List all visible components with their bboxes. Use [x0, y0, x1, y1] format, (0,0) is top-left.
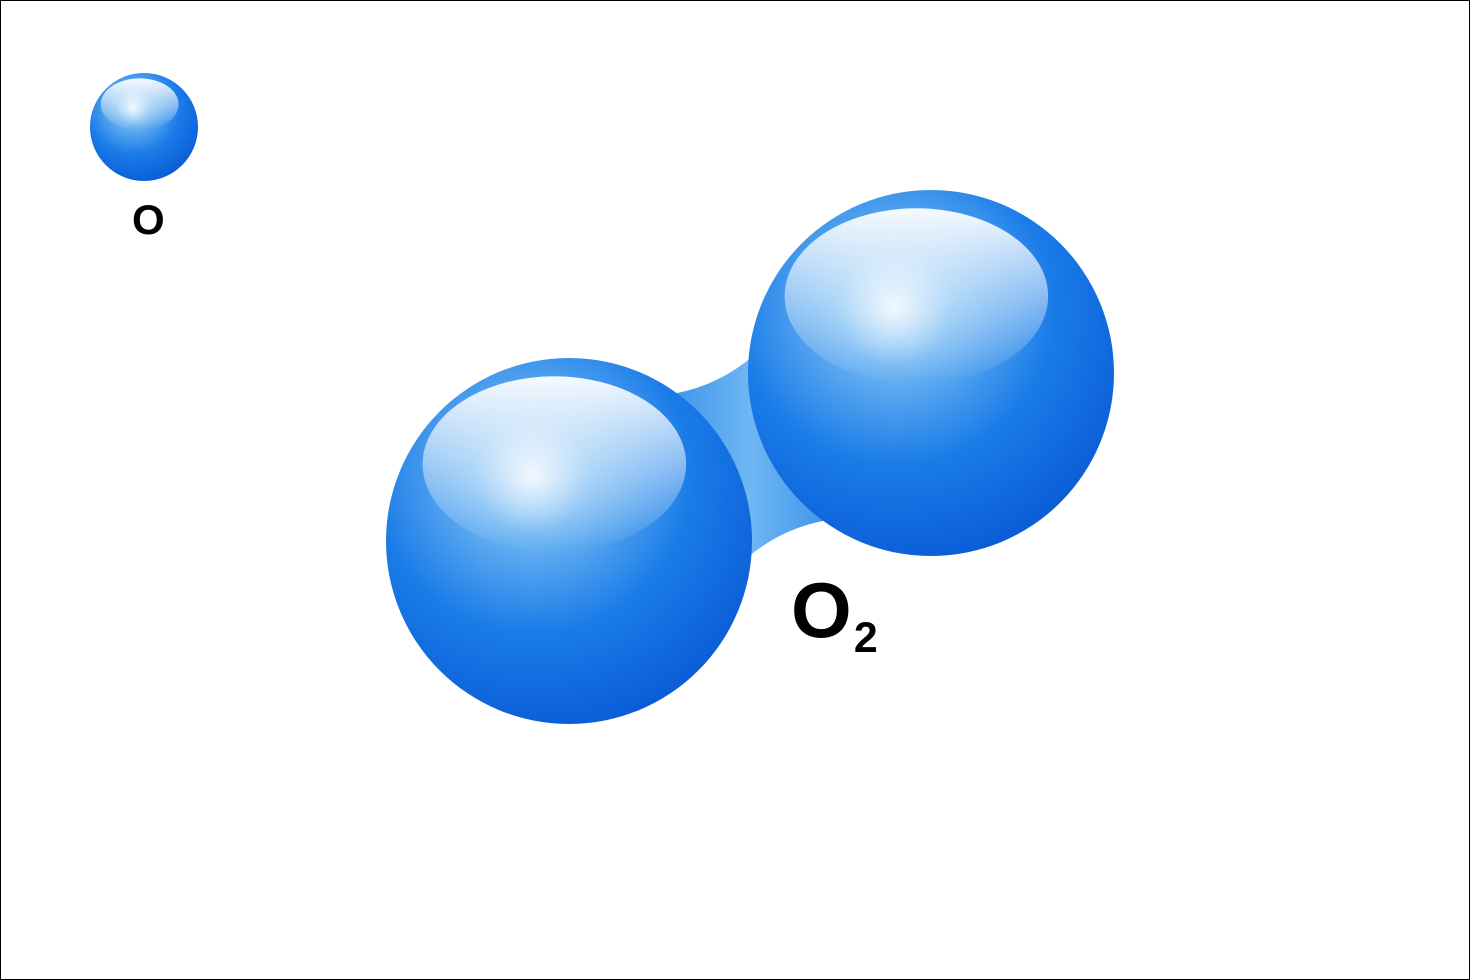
molecule-svg [1, 1, 1470, 980]
diagram-canvas: O O2 [0, 0, 1470, 980]
o2-molecule [386, 190, 1114, 724]
molecule-atom-2 [748, 190, 1114, 556]
legend-atom [90, 73, 198, 181]
molecule-atom-1 [386, 358, 752, 724]
formula-subscript: 2 [854, 614, 878, 662]
formula-symbol: O [791, 566, 852, 654]
legend-atom-label: O [132, 199, 165, 241]
molecule-formula-label: O2 [791, 571, 878, 649]
